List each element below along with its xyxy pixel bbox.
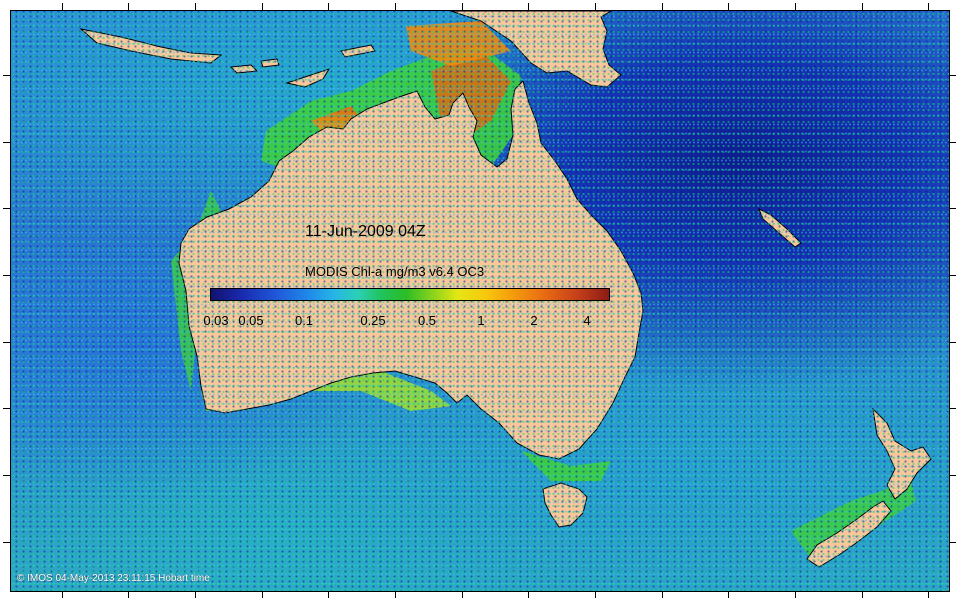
- new-zealand-north-island: [872, 407, 932, 500]
- lon-tick: [395, 3, 396, 10]
- lon-tick: [928, 3, 929, 10]
- lat-tick: [3, 475, 10, 476]
- lon-tick: [462, 591, 463, 598]
- lat-tick: [3, 208, 10, 209]
- lat-tick: [949, 342, 956, 343]
- lon-tick: [128, 3, 129, 10]
- lat-tick: [3, 542, 10, 543]
- colorbar-tick-label: 4: [583, 313, 591, 328]
- small-islands: [229, 44, 376, 74]
- lon-tick: [862, 591, 863, 598]
- colorbar-tick-label: 0.05: [238, 313, 264, 328]
- lat-tick: [949, 408, 956, 409]
- lat-tick: [3, 408, 10, 409]
- java-island: [79, 28, 223, 64]
- lon-tick: [328, 591, 329, 598]
- lat-tick: [949, 275, 956, 276]
- lon-tick: [795, 3, 796, 10]
- lat-tick: [3, 342, 10, 343]
- lon-tick: [62, 3, 63, 10]
- lon-tick: [195, 591, 196, 598]
- map-date-title: 11-Jun-2009 04Z: [305, 223, 426, 240]
- lon-tick: [262, 3, 263, 10]
- lon-tick: [528, 591, 529, 598]
- lat-tick: [3, 275, 10, 276]
- lon-tick: [728, 3, 729, 10]
- lon-tick: [595, 591, 596, 598]
- colorbar-tick-label: 2: [530, 313, 538, 328]
- lon-tick: [195, 3, 196, 10]
- lon-tick: [62, 591, 63, 598]
- lon-tick: [395, 591, 396, 598]
- timor-island: [285, 68, 331, 88]
- colorbar: [210, 288, 610, 301]
- lat-tick: [949, 542, 956, 543]
- lon-tick: [462, 3, 463, 10]
- chlorophyll-map: [10, 10, 950, 592]
- lat-tick: [949, 208, 956, 209]
- colorbar-tick-label: 1: [477, 313, 485, 328]
- lon-tick: [795, 591, 796, 598]
- lat-tick: [949, 475, 956, 476]
- lat-tick: [3, 142, 10, 143]
- colorbar-tick-label: 0.25: [360, 313, 386, 328]
- colorbar-tick-label: 0.03: [203, 313, 229, 328]
- colorbar-tick-label: 0.5: [417, 313, 437, 328]
- map-layers: [79, 11, 932, 568]
- new-caledonia-island: [758, 207, 802, 248]
- lon-tick: [662, 3, 663, 10]
- lon-tick: [662, 591, 663, 598]
- lon-tick: [862, 3, 863, 10]
- lat-tick: [3, 75, 10, 76]
- lon-tick: [728, 591, 729, 598]
- lat-tick: [949, 142, 956, 143]
- lon-tick: [328, 3, 329, 10]
- lat-tick: [949, 75, 956, 76]
- colorbar-title: MODIS Chl-a mg/m3 v6.4 OC3: [305, 264, 485, 279]
- lon-tick: [128, 591, 129, 598]
- tasmania-landmass: [542, 482, 588, 528]
- lon-tick: [928, 591, 929, 598]
- copyright-text: © IMOS 04-May-2013 23:11:15 Hobart time: [17, 573, 210, 584]
- lon-tick: [262, 591, 263, 598]
- lon-tick: [595, 3, 596, 10]
- colorbar-tick-label: 0.1: [294, 313, 314, 328]
- lon-tick: [528, 3, 529, 10]
